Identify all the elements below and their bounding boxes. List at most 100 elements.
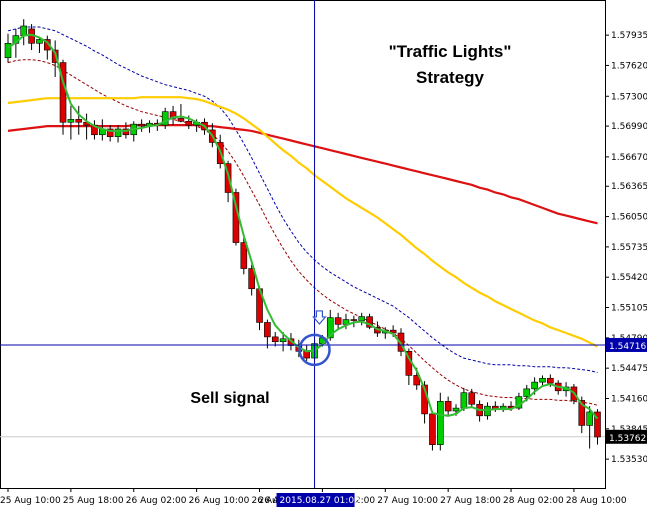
x-tick-label: 25 Aug 10:00 xyxy=(0,496,61,506)
crosshair-price-label: 1.54716 xyxy=(609,342,646,352)
annotation-title-line2: Strategy xyxy=(416,68,485,87)
candle-body xyxy=(279,338,287,342)
envelope-lower-line xyxy=(7,59,598,406)
envelope-upper-line xyxy=(7,26,598,373)
candle-body xyxy=(75,119,83,123)
candle-body xyxy=(114,128,122,137)
candle-body xyxy=(523,388,531,397)
candle-body xyxy=(161,111,169,126)
candle xyxy=(271,332,279,347)
candle-body xyxy=(248,268,255,290)
y-tick-label: 1.57620 xyxy=(611,61,647,71)
ma-fast-line xyxy=(7,33,599,420)
y-tick-label: 1.54475 xyxy=(611,364,647,374)
y-tick-label: 1.57935 xyxy=(611,31,647,41)
candle xyxy=(429,410,436,451)
crosshair-layer xyxy=(0,0,605,488)
candle-body xyxy=(366,316,373,328)
candle xyxy=(334,312,342,330)
x-tick-label-partial: 26 A xyxy=(259,496,280,506)
x-tick-label: 28 Aug 02:00 xyxy=(503,496,564,506)
down-arrow-icon xyxy=(312,310,327,325)
candle-body xyxy=(436,401,444,445)
candle-body xyxy=(350,319,358,321)
candle xyxy=(366,313,373,330)
candle xyxy=(468,388,476,409)
candle xyxy=(240,237,248,275)
last-price-box: 1.53762 xyxy=(606,429,647,444)
candle xyxy=(248,264,255,296)
signal-circle xyxy=(298,333,331,367)
candle-body xyxy=(586,411,593,426)
candle xyxy=(106,125,114,142)
candle-body xyxy=(578,400,586,426)
x-tick-label: 26 Aug 02:00 xyxy=(126,496,187,506)
candle xyxy=(67,105,75,140)
candle xyxy=(36,36,43,53)
y-tick-label: 1.56365 xyxy=(611,182,647,192)
x-tick-label: 28 Aug 10:00 xyxy=(566,496,627,506)
grid-layer xyxy=(0,0,606,489)
candle-body xyxy=(138,123,145,127)
candle-body xyxy=(36,39,43,44)
annotation-title-line1: "Traffic Lights" xyxy=(389,42,512,61)
candle-body xyxy=(539,377,546,383)
y-tick-label: 1.55420 xyxy=(611,273,647,283)
candle-body xyxy=(326,317,334,339)
candle-body xyxy=(334,317,342,325)
candle xyxy=(75,105,83,135)
candle-body xyxy=(413,375,421,386)
candle-body xyxy=(429,413,436,445)
crosshair-time-box: 2015.08.27 01:00 xyxy=(276,493,361,507)
y-tick-label: 1.55735 xyxy=(611,243,647,253)
plot-border xyxy=(0,0,606,489)
candle-body xyxy=(106,128,114,137)
ma-slow-line xyxy=(7,96,598,348)
annotation-sell-signal: Sell signal xyxy=(190,390,269,407)
candle xyxy=(436,392,444,451)
candle-body xyxy=(67,119,75,123)
candle xyxy=(138,119,145,132)
candle xyxy=(594,409,601,445)
y-tick-label: 1.54160 xyxy=(611,394,647,404)
x-tick-label: 27 Aug 18:00 xyxy=(440,496,501,506)
candle xyxy=(161,107,169,129)
candle-body xyxy=(531,381,538,390)
candles-layer xyxy=(4,19,601,451)
candle xyxy=(264,319,271,349)
candle-body xyxy=(271,336,279,342)
crosshair-time-label: 2015.08.27 01:00 xyxy=(280,496,361,506)
crosshair-price-box: 1.54716 xyxy=(606,337,647,352)
x-tick-label: 25 Aug 18:00 xyxy=(63,496,124,506)
crosshair-time-bg xyxy=(276,493,355,507)
candle-body xyxy=(264,322,271,338)
candle-body xyxy=(460,392,468,409)
candle-body xyxy=(452,407,460,412)
candle xyxy=(444,396,452,416)
candle-body xyxy=(358,316,366,321)
x-tick-label: 26 Aug 10:00 xyxy=(189,496,250,506)
y-tick-label: 1.55105 xyxy=(611,304,647,314)
candle-body xyxy=(240,242,248,269)
x-tick-label: 27 Aug 10:00 xyxy=(377,496,438,506)
moving-averages-layer xyxy=(7,26,598,406)
candle-body xyxy=(444,401,452,412)
candle-body xyxy=(468,392,476,405)
y-tick-label: 1.56990 xyxy=(611,122,647,132)
candle-body xyxy=(594,411,601,438)
candle-body xyxy=(20,25,28,36)
candle-body xyxy=(547,377,554,384)
y-tick-label: 1.57300 xyxy=(611,92,647,102)
candle-body xyxy=(177,118,185,122)
y-tick-label: 1.56050 xyxy=(611,213,647,223)
candle-body xyxy=(185,120,193,126)
candle xyxy=(4,33,12,63)
y-tick-label: 1.53530 xyxy=(611,455,647,465)
candle-body xyxy=(4,43,12,59)
last-price-bg xyxy=(606,429,647,444)
candle-body xyxy=(303,351,310,359)
crosshair-price-bg xyxy=(606,337,647,352)
